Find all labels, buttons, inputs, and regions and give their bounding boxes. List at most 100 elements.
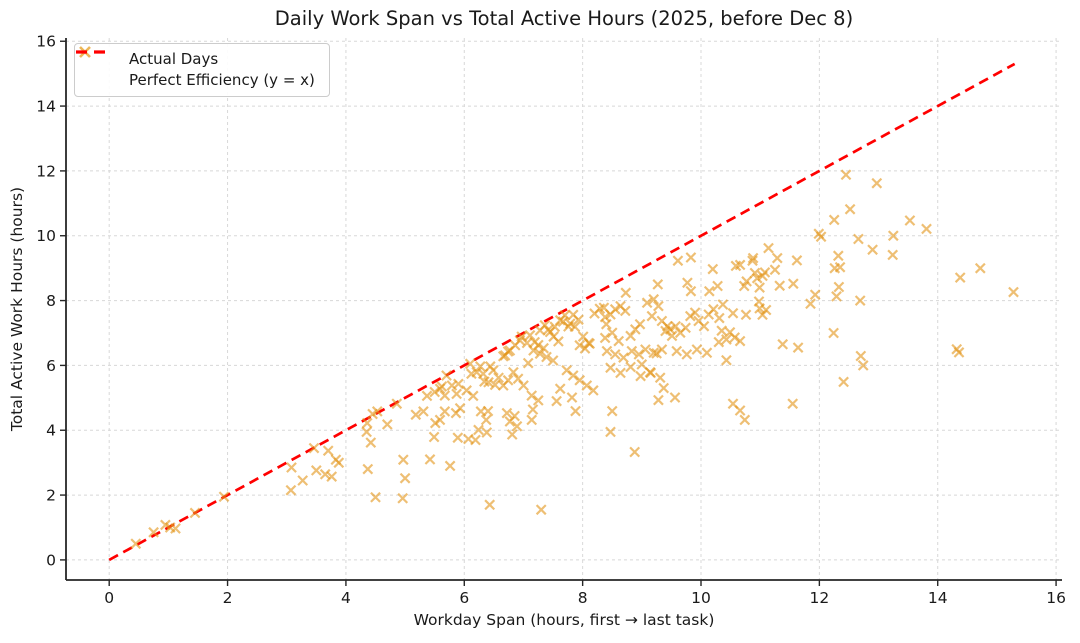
data-point-x-marker xyxy=(534,348,546,360)
data-point-x-marker xyxy=(648,293,660,305)
data-point-x-marker xyxy=(361,417,373,429)
data-point-x-marker xyxy=(599,332,611,344)
data-point-x-marker xyxy=(805,298,816,310)
data-point-x-marker xyxy=(857,360,869,371)
data-point-x-marker xyxy=(625,330,636,342)
y-tick-label: 14 xyxy=(36,98,56,116)
data-point-x-marker xyxy=(844,203,856,215)
data-point-x-marker xyxy=(509,410,520,422)
data-point-x-marker xyxy=(613,335,625,347)
data-point-x-marker xyxy=(717,299,729,310)
data-point-x-marker xyxy=(434,414,446,426)
data-point-x-marker xyxy=(653,394,664,406)
data-point-x-marker xyxy=(482,405,494,417)
data-point-x-marker xyxy=(713,336,725,348)
data-point-x-marker xyxy=(691,344,703,355)
data-point-x-marker xyxy=(834,261,846,273)
y-tick-label: 16 xyxy=(36,33,56,51)
data-point-x-marker xyxy=(828,214,840,226)
data-point-x-marker xyxy=(727,307,739,319)
data-point-x-marker xyxy=(751,272,763,284)
data-point-x-marker xyxy=(569,321,581,333)
data-point-x-marker xyxy=(740,309,752,321)
data-point-x-marker xyxy=(1008,286,1019,298)
data-point-x-marker xyxy=(326,471,338,482)
x-tick-label: 12 xyxy=(809,589,829,607)
data-point-x-marker xyxy=(559,309,571,321)
data-point-x-marker xyxy=(399,472,411,484)
data-point-x-marker xyxy=(777,338,789,350)
data-point-x-marker xyxy=(904,215,916,226)
data-point-x-marker xyxy=(361,426,372,438)
data-point-x-marker xyxy=(640,344,651,355)
data-point-x-marker xyxy=(636,359,648,370)
data-point-x-marker xyxy=(424,454,436,465)
data-point-x-marker xyxy=(473,424,484,436)
data-point-x-marker xyxy=(130,538,142,550)
x-tick-label: 6 xyxy=(459,589,469,607)
legend-entry-perfect-efficiency: Perfect Efficiency (y = x) xyxy=(76,50,315,89)
data-point-x-marker xyxy=(391,398,403,410)
data-point-x-marker xyxy=(522,357,534,369)
data-point-x-marker xyxy=(685,252,697,263)
data-point-x-marker xyxy=(716,325,728,337)
data-point-x-marker xyxy=(721,354,732,366)
y-tick-label: 6 xyxy=(46,357,56,375)
data-point-x-marker xyxy=(682,277,693,289)
data-point-x-marker xyxy=(838,376,849,388)
data-point-x-marker xyxy=(809,289,821,301)
data-point-x-marker xyxy=(501,407,513,419)
data-point-x-marker xyxy=(815,231,827,243)
data-point-x-marker xyxy=(481,427,493,438)
data-point-x-marker xyxy=(646,310,658,322)
data-point-x-marker xyxy=(535,504,547,516)
data-point-x-marker xyxy=(833,281,845,293)
data-point-x-marker xyxy=(867,244,878,256)
data-point-x-marker xyxy=(831,291,842,302)
data-point-x-marker xyxy=(574,339,586,351)
data-point-x-marker xyxy=(189,507,201,519)
data-point-x-marker xyxy=(286,462,297,473)
data-point-x-marker xyxy=(854,295,866,306)
data-point-x-marker xyxy=(712,280,723,292)
data-point-x-marker xyxy=(701,347,713,359)
data-point-x-marker xyxy=(729,332,741,343)
data-point-x-marker xyxy=(791,255,803,266)
data-point-x-marker xyxy=(741,276,752,287)
data-point-x-marker xyxy=(587,385,599,396)
data-point-x-marker xyxy=(322,445,334,457)
x-tick-label: 10 xyxy=(691,589,711,607)
data-point-x-marker xyxy=(754,282,765,293)
data-point-x-marker xyxy=(218,491,230,503)
data-point-x-marker xyxy=(713,312,725,324)
data-point-x-marker xyxy=(666,330,678,342)
data-point-x-marker xyxy=(921,223,932,235)
data-point-x-marker xyxy=(656,344,668,355)
dashed-line-icon xyxy=(76,50,119,88)
data-point-x-marker xyxy=(451,388,462,400)
data-point-x-marker xyxy=(532,339,544,351)
data-point-x-marker xyxy=(148,526,159,538)
data-point-x-marker xyxy=(553,336,564,347)
data-point-x-marker xyxy=(526,390,538,401)
x-tick-label: 14 xyxy=(928,589,948,607)
data-point-x-marker xyxy=(707,263,719,275)
data-point-x-marker xyxy=(620,287,632,299)
x-tick-label: 16 xyxy=(1046,589,1066,607)
chart-title: Daily Work Span vs Total Active Hours (2… xyxy=(274,7,854,30)
data-point-x-marker xyxy=(397,492,409,504)
data-point-x-marker xyxy=(508,366,519,378)
data-point-x-marker xyxy=(439,406,451,417)
data-point-x-marker xyxy=(689,307,701,318)
data-point-x-marker xyxy=(653,300,664,312)
data-point-x-marker xyxy=(658,382,670,394)
data-point-x-marker xyxy=(670,320,681,332)
legend-box: Actual Days Perfect Efficiency (y = x) xyxy=(74,43,330,97)
data-point-x-marker xyxy=(685,285,697,297)
data-point-x-marker xyxy=(626,345,638,357)
legend-label: Actual Days xyxy=(129,50,219,68)
data-point-x-marker xyxy=(554,383,566,395)
data-point-x-marker xyxy=(381,419,393,430)
x-axis-label: Workday Span (hours, first → last task) xyxy=(413,611,715,629)
